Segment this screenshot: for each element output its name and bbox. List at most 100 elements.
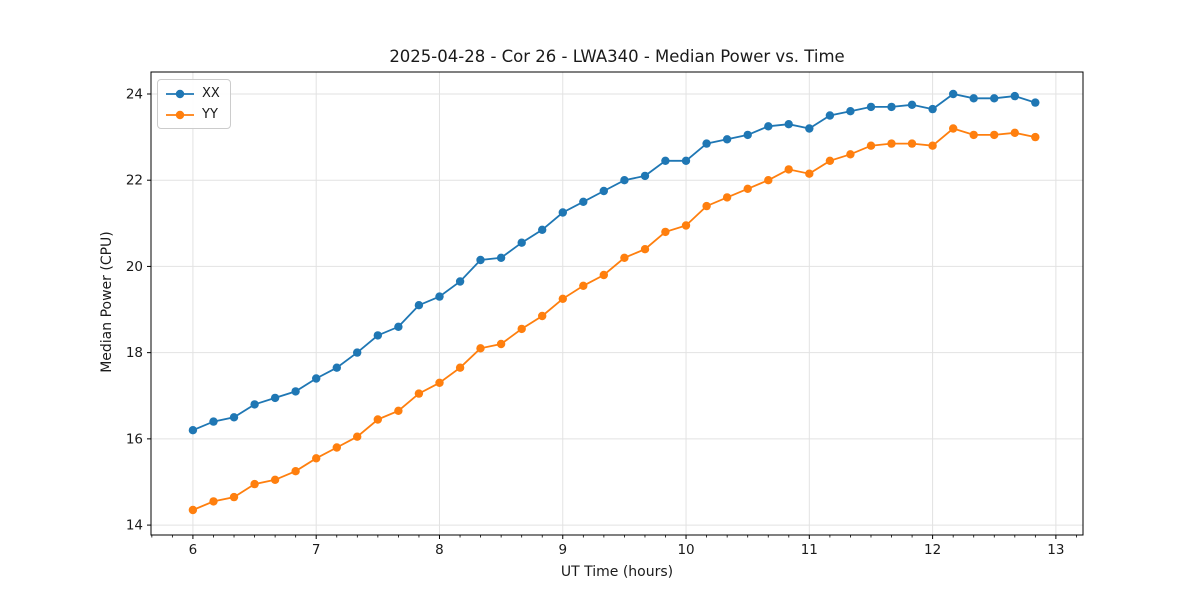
data-point-yy	[373, 415, 382, 424]
data-point-xx	[517, 238, 526, 247]
data-point-xx	[270, 393, 280, 403]
legend-line-marker-xx-icon	[166, 89, 194, 98]
data-point-yy	[188, 505, 198, 515]
data-point-yy	[620, 253, 629, 262]
data-point-xx	[866, 102, 876, 112]
data-point-xx	[579, 197, 588, 206]
data-point-xx	[949, 89, 958, 99]
chart-title: 2025-04-28 - Cor 26 - LWA340 - Median Po…	[389, 47, 845, 66]
data-point-xx	[332, 363, 341, 372]
data-point-yy	[784, 165, 793, 174]
data-point-yy	[722, 193, 732, 202]
data-point-yy	[599, 270, 608, 280]
data-point-xx	[928, 104, 937, 114]
x-tick-label: 13	[1047, 542, 1064, 558]
data-point-yy	[661, 227, 670, 237]
legend-item-yy: YY	[165, 105, 220, 124]
data-point-xx	[743, 130, 752, 140]
data-point-yy	[743, 184, 752, 193]
data-point-yy	[394, 406, 403, 415]
x-tick-label: 11	[801, 542, 818, 558]
y-tick-label: 20	[126, 259, 143, 275]
data-point-yy	[990, 130, 999, 140]
legend: XX YY	[157, 79, 231, 129]
data-point-xx	[558, 208, 567, 217]
data-point-xx	[681, 156, 691, 165]
data-point-yy	[846, 150, 855, 159]
y-tick-label: 18	[126, 345, 143, 361]
data-point-xx	[1031, 98, 1040, 107]
data-point-xx	[250, 400, 259, 409]
data-point-xx	[229, 413, 239, 422]
data-point-yy	[969, 130, 978, 140]
data-point-yy	[414, 389, 424, 398]
data-point-yy	[764, 176, 773, 185]
data-point-xx	[805, 124, 814, 133]
data-point-yy	[435, 378, 444, 387]
data-point-yy	[209, 497, 218, 506]
data-point-yy	[907, 139, 917, 148]
data-point-yy	[681, 221, 691, 230]
data-point-xx	[661, 156, 670, 165]
data-point-yy	[702, 201, 711, 211]
y-tick-label: 22	[126, 173, 143, 189]
x-tick-label: 10	[677, 542, 694, 558]
legend-label-yy: YY	[202, 107, 218, 122]
data-point-xx	[373, 331, 382, 340]
legend-label-xx: XX	[202, 86, 220, 101]
data-point-xx	[496, 253, 506, 262]
data-point-yy	[353, 432, 362, 441]
x-tick-label: 8	[435, 542, 444, 558]
data-point-xx	[312, 374, 321, 383]
x-axis-label: UT Time (hours)	[560, 564, 674, 580]
data-point-yy	[476, 344, 485, 353]
x-tick-label: 6	[189, 542, 198, 558]
data-point-yy	[229, 492, 239, 502]
data-point-yy	[538, 311, 547, 321]
data-point-yy	[866, 141, 876, 150]
data-point-yy	[496, 339, 506, 349]
data-point-yy	[928, 141, 937, 150]
data-point-xx	[907, 100, 917, 110]
data-point-yy	[455, 363, 465, 372]
legend-item-xx: XX	[165, 84, 220, 103]
data-point-xx	[394, 322, 403, 331]
plot-border	[150, 71, 1084, 536]
y-tick-label: 14	[126, 518, 143, 534]
x-tick-label: 7	[312, 542, 321, 558]
data-point-xx	[969, 94, 978, 103]
data-point-yy	[805, 169, 814, 178]
data-point-yy	[270, 475, 280, 484]
x-tick-label: 12	[924, 542, 941, 558]
data-point-yy	[887, 139, 896, 148]
data-point-yy	[312, 454, 321, 463]
data-point-xx	[455, 277, 465, 286]
data-point-yy	[640, 245, 650, 254]
y-tick-label: 16	[126, 431, 143, 447]
data-point-yy	[1010, 128, 1019, 137]
data-point-yy	[517, 324, 526, 334]
x-tick-label: 9	[558, 542, 567, 558]
data-point-yy	[291, 467, 300, 476]
y-tick-label: 24	[126, 86, 143, 102]
data-point-xx	[435, 292, 444, 301]
data-point-xx	[414, 301, 424, 310]
data-point-xx	[291, 387, 300, 396]
data-point-xx	[825, 111, 835, 120]
data-point-xx	[1010, 91, 1019, 101]
data-point-yy	[949, 124, 958, 133]
data-point-xx	[538, 225, 547, 234]
data-point-xx	[764, 122, 773, 131]
data-point-xx	[640, 171, 650, 181]
data-point-xx	[476, 255, 485, 265]
data-point-yy	[558, 294, 567, 303]
data-point-xx	[846, 107, 855, 116]
data-point-xx	[620, 176, 629, 185]
data-point-xx	[353, 348, 362, 357]
data-point-xx	[990, 94, 999, 103]
data-point-yy	[1031, 132, 1040, 142]
data-point-xx	[722, 135, 732, 144]
data-point-yy	[332, 443, 341, 452]
